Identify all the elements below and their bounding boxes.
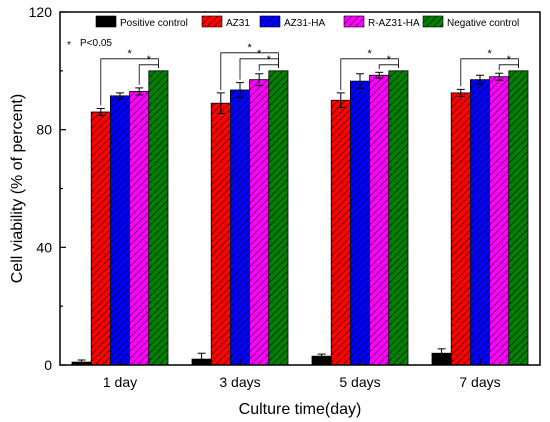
axes-layer: 0 40 80 120 1 day 3 days 5 days 7 days [29,4,501,390]
legend-label: AZ31 [226,18,250,29]
bars-layer [71,70,529,366]
legend-label: AZ31-HA [284,18,325,29]
y-axis-title: Cell viability (% of percent) [9,94,26,283]
significance-star: * [487,48,492,60]
bar [90,111,111,366]
bar [229,89,250,366]
bar [388,70,409,366]
x-tick-label: 3 days [219,374,260,390]
significance-bracket [340,58,399,90]
y-tick-label: 0 [44,357,52,373]
bar [450,92,471,366]
bar [469,79,490,366]
significance-star: * [507,54,512,66]
significance-star: * [127,48,132,60]
bar [349,80,370,366]
bar [148,70,169,366]
note-marker: * [67,40,71,51]
legend-swatch [343,15,365,28]
bar [249,79,270,366]
bar [110,95,131,366]
bar [508,70,529,366]
legend-label: R-AZ31-HA [368,18,420,29]
legend-swatch [259,15,281,28]
significance-star: * [257,48,262,60]
bar [330,99,351,366]
legend-swatch [422,15,444,28]
legend: Positive control AZ31 AZ31-HA R-AZ31-HA Nega… [95,15,519,29]
bar [129,91,150,366]
significance-bracket [220,52,279,90]
bar [268,70,289,366]
significance-star: * [367,48,372,60]
significance-star: * [247,42,252,54]
significance-layer: * * * * * * * * * [100,42,519,106]
y-tick-label: 80 [36,122,52,138]
significance-star: * [387,54,392,66]
legend-swatch [95,15,117,28]
y-tick-label: 40 [36,239,52,255]
significance-star: * [147,54,152,66]
significance-star: * [267,54,272,66]
y-tick-label: 120 [29,4,53,20]
x-tick-label: 7 days [459,374,500,390]
significance-note: P<0.05 [80,38,112,49]
legend-label: Positive control [120,18,188,29]
bar [489,76,510,366]
legend-swatch [201,15,223,28]
bar [369,74,390,366]
x-axis-title: Culture time(day) [239,401,362,418]
significance-bracket [100,58,159,106]
legend-label: Negative control [447,18,519,29]
x-tick-label: 5 days [339,374,380,390]
bar [210,102,231,366]
x-tick-label: 1 day [103,374,137,390]
significance-bracket [460,58,519,87]
